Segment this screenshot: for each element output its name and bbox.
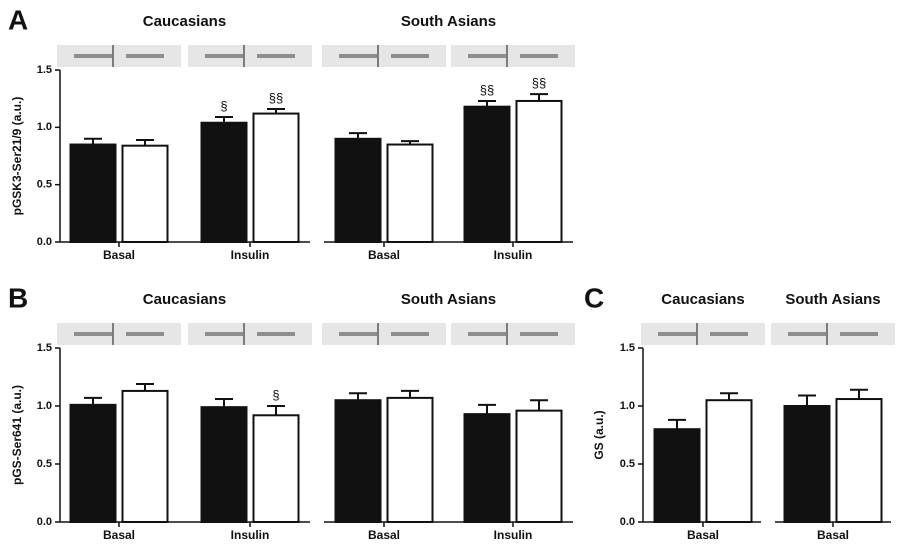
y-tick-label: 1.5	[620, 342, 635, 354]
blot-band	[74, 54, 112, 58]
panel-letter: A	[8, 4, 28, 35]
y-tick-label: 0.5	[37, 458, 52, 470]
x-tick-label: Insulin	[231, 248, 270, 262]
blot-band	[468, 332, 506, 336]
x-tick-label: Basal	[687, 528, 719, 542]
y-axis-label: GS (a.u.)	[592, 410, 606, 459]
significance-mark: §§	[532, 76, 546, 91]
blot-band	[257, 332, 295, 336]
significance-mark: §§	[269, 90, 283, 105]
group-title: Caucasians	[143, 291, 226, 308]
y-tick-label: 0.0	[620, 516, 635, 528]
bar	[655, 429, 700, 522]
x-tick-label: Insulin	[494, 528, 533, 542]
bar	[123, 146, 168, 242]
blot-band	[205, 54, 243, 58]
significance-mark: §	[220, 98, 227, 113]
y-tick-label: 0.5	[37, 179, 52, 191]
x-tick-label: Basal	[368, 528, 400, 542]
blot-band	[520, 54, 558, 58]
x-tick-label: Insulin	[231, 528, 270, 542]
bar	[837, 399, 882, 522]
bar	[202, 407, 247, 522]
y-tick-label: 1.0	[37, 400, 52, 412]
x-tick-label: Basal	[103, 248, 135, 262]
blot-band	[520, 332, 558, 336]
bar	[336, 400, 381, 522]
group-title: South Asians	[785, 291, 880, 308]
blot-band	[391, 54, 429, 58]
bar	[202, 123, 247, 242]
bar	[71, 145, 116, 242]
group-title: South Asians	[401, 13, 496, 30]
y-tick-label: 1.0	[620, 400, 635, 412]
bar	[254, 415, 299, 522]
blot-band	[126, 332, 164, 336]
bar	[785, 406, 830, 522]
blot-band	[840, 332, 878, 336]
bar	[707, 400, 752, 522]
bar	[254, 114, 299, 242]
bar	[388, 398, 433, 522]
group-title: Caucasians	[661, 291, 744, 308]
y-tick-label: 1.5	[37, 64, 52, 76]
blot-band	[391, 332, 429, 336]
y-axis-label: pGSK3-Ser21/9 (a.u.)	[10, 97, 24, 216]
bar	[123, 391, 168, 522]
panel-letter: B	[8, 282, 28, 313]
blot-band	[468, 54, 506, 58]
y-tick-label: 0.5	[620, 458, 635, 470]
blot-band	[74, 332, 112, 336]
blot-band	[710, 332, 748, 336]
group-title: Caucasians	[143, 13, 226, 30]
significance-mark: §§	[480, 82, 494, 97]
y-tick-label: 0.0	[37, 236, 52, 248]
significance-mark: §	[272, 387, 279, 402]
panel-letter: C	[584, 282, 604, 313]
blot-band	[339, 332, 377, 336]
bar	[71, 405, 116, 522]
blot-band	[126, 54, 164, 58]
x-tick-label: Insulin	[494, 248, 533, 262]
blot-band	[257, 54, 295, 58]
bar	[465, 414, 510, 522]
y-tick-label: 1.0	[37, 121, 52, 133]
y-axis-label: pGS-Ser641 (a.u.)	[10, 385, 24, 485]
blot-band	[339, 54, 377, 58]
x-tick-label: Basal	[368, 248, 400, 262]
bar	[336, 139, 381, 242]
x-tick-label: Basal	[817, 528, 849, 542]
bar	[517, 411, 562, 522]
blot-band	[658, 332, 696, 336]
blot-band	[205, 332, 243, 336]
bar	[517, 101, 562, 242]
y-tick-label: 0.0	[37, 516, 52, 528]
group-title: South Asians	[401, 291, 496, 308]
bar	[388, 145, 433, 242]
figure: ApGSK3-Ser21/9 (a.u.) 0.0 0.5 1.0 1.5 Caucasi…	[0, 0, 901, 544]
blot-band	[788, 332, 826, 336]
bar	[465, 107, 510, 242]
y-tick-label: 1.5	[37, 342, 52, 354]
x-tick-label: Basal	[103, 528, 135, 542]
